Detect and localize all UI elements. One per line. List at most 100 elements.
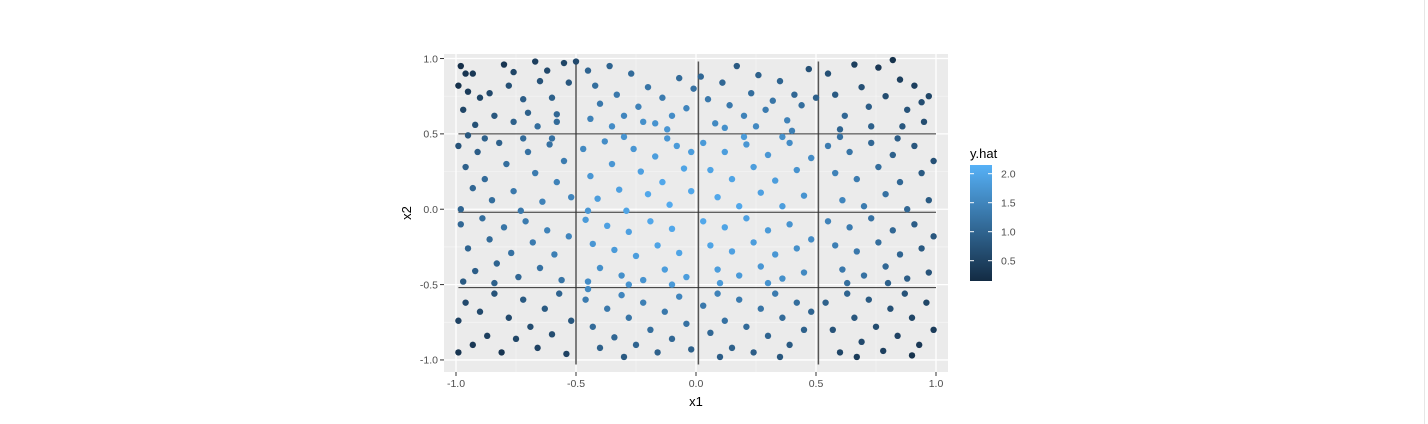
data-point <box>908 314 916 321</box>
data-point <box>824 70 832 77</box>
data-point <box>793 245 800 252</box>
data-point <box>534 344 541 352</box>
data-point <box>611 334 618 341</box>
data-point <box>779 275 786 282</box>
data-point <box>640 299 647 306</box>
data-point <box>707 166 714 174</box>
data-point <box>541 305 548 312</box>
data-point <box>911 221 918 228</box>
data-point <box>592 82 599 89</box>
data-point <box>652 153 659 160</box>
data-point <box>676 74 683 82</box>
color-legend: y.hat 0.5 1.0 1.5 2.0 <box>970 146 1016 281</box>
data-point <box>930 326 937 334</box>
data-point <box>925 196 932 204</box>
x-tick-label: 0.5 <box>809 378 824 390</box>
data-point <box>836 349 844 356</box>
data-point <box>558 276 565 284</box>
data-point <box>714 266 721 273</box>
y-tick-label: 1.0 <box>423 53 438 65</box>
data-point <box>606 62 613 70</box>
data-point <box>596 344 604 352</box>
data-point <box>536 264 544 272</box>
y-tick-label: -0.5 <box>420 279 438 291</box>
data-point <box>707 329 714 337</box>
data-point <box>683 105 690 112</box>
data-point <box>553 178 560 186</box>
data-point <box>918 169 925 177</box>
data-point <box>503 160 510 168</box>
data-point <box>668 335 676 343</box>
data-point <box>832 169 839 177</box>
legend-ticks: 0.5 1.0 1.5 2.0 <box>970 169 1016 268</box>
data-point <box>620 133 628 141</box>
data-point <box>584 207 592 214</box>
data-point <box>916 341 923 349</box>
legend-break-label: 0.5 <box>1001 256 1016 268</box>
data-point <box>654 349 661 356</box>
data-point <box>786 139 793 147</box>
data-point <box>824 218 832 225</box>
data-point <box>776 353 784 361</box>
data-point <box>664 135 671 142</box>
data-point <box>800 192 808 199</box>
data-point <box>618 272 625 279</box>
data-point <box>757 263 764 270</box>
data-point <box>604 305 611 312</box>
data-point <box>522 218 529 225</box>
data-point <box>896 251 904 258</box>
data-point <box>800 326 808 334</box>
data-point <box>611 246 618 254</box>
data-point <box>534 123 541 130</box>
data-point <box>664 126 671 133</box>
data-point <box>829 326 836 334</box>
data-point <box>623 207 630 214</box>
data-point <box>469 184 476 192</box>
data-point <box>757 305 764 312</box>
data-point <box>498 349 505 356</box>
data-point <box>625 314 632 321</box>
data-point <box>584 67 592 74</box>
data-point <box>464 245 472 252</box>
data-point <box>889 151 896 159</box>
data-point <box>580 145 587 153</box>
data-point <box>822 299 829 306</box>
data-point <box>786 221 793 228</box>
data-point <box>520 296 527 303</box>
data-point <box>491 112 498 119</box>
data-point <box>887 305 894 312</box>
data-point <box>584 285 592 293</box>
data-point <box>930 157 937 165</box>
data-point <box>673 142 680 150</box>
data-point <box>846 148 853 156</box>
data-point <box>553 111 560 118</box>
data-point <box>481 135 488 142</box>
data-point <box>793 166 800 174</box>
data-point <box>721 224 728 231</box>
data-point <box>683 273 690 281</box>
data-point <box>546 141 553 148</box>
data-point <box>918 245 925 252</box>
data-point <box>750 239 757 246</box>
data-point <box>704 96 712 103</box>
data-point <box>596 264 604 272</box>
data-point <box>568 193 575 201</box>
data-point <box>786 341 793 349</box>
data-point <box>894 332 901 340</box>
data-point <box>630 145 637 153</box>
data-point <box>476 308 484 315</box>
data-point <box>608 160 616 168</box>
data-point <box>851 314 858 321</box>
data-point <box>601 138 608 145</box>
data-point <box>659 178 666 186</box>
data-point <box>594 195 601 202</box>
data-point <box>481 175 488 183</box>
data-point <box>700 139 707 147</box>
data-point <box>637 168 644 175</box>
data-point <box>868 215 875 222</box>
data-point <box>464 132 472 139</box>
data-point <box>918 99 925 106</box>
data-point <box>752 123 760 130</box>
x-tick-label: 0.0 <box>689 378 704 390</box>
data-point <box>875 64 882 71</box>
